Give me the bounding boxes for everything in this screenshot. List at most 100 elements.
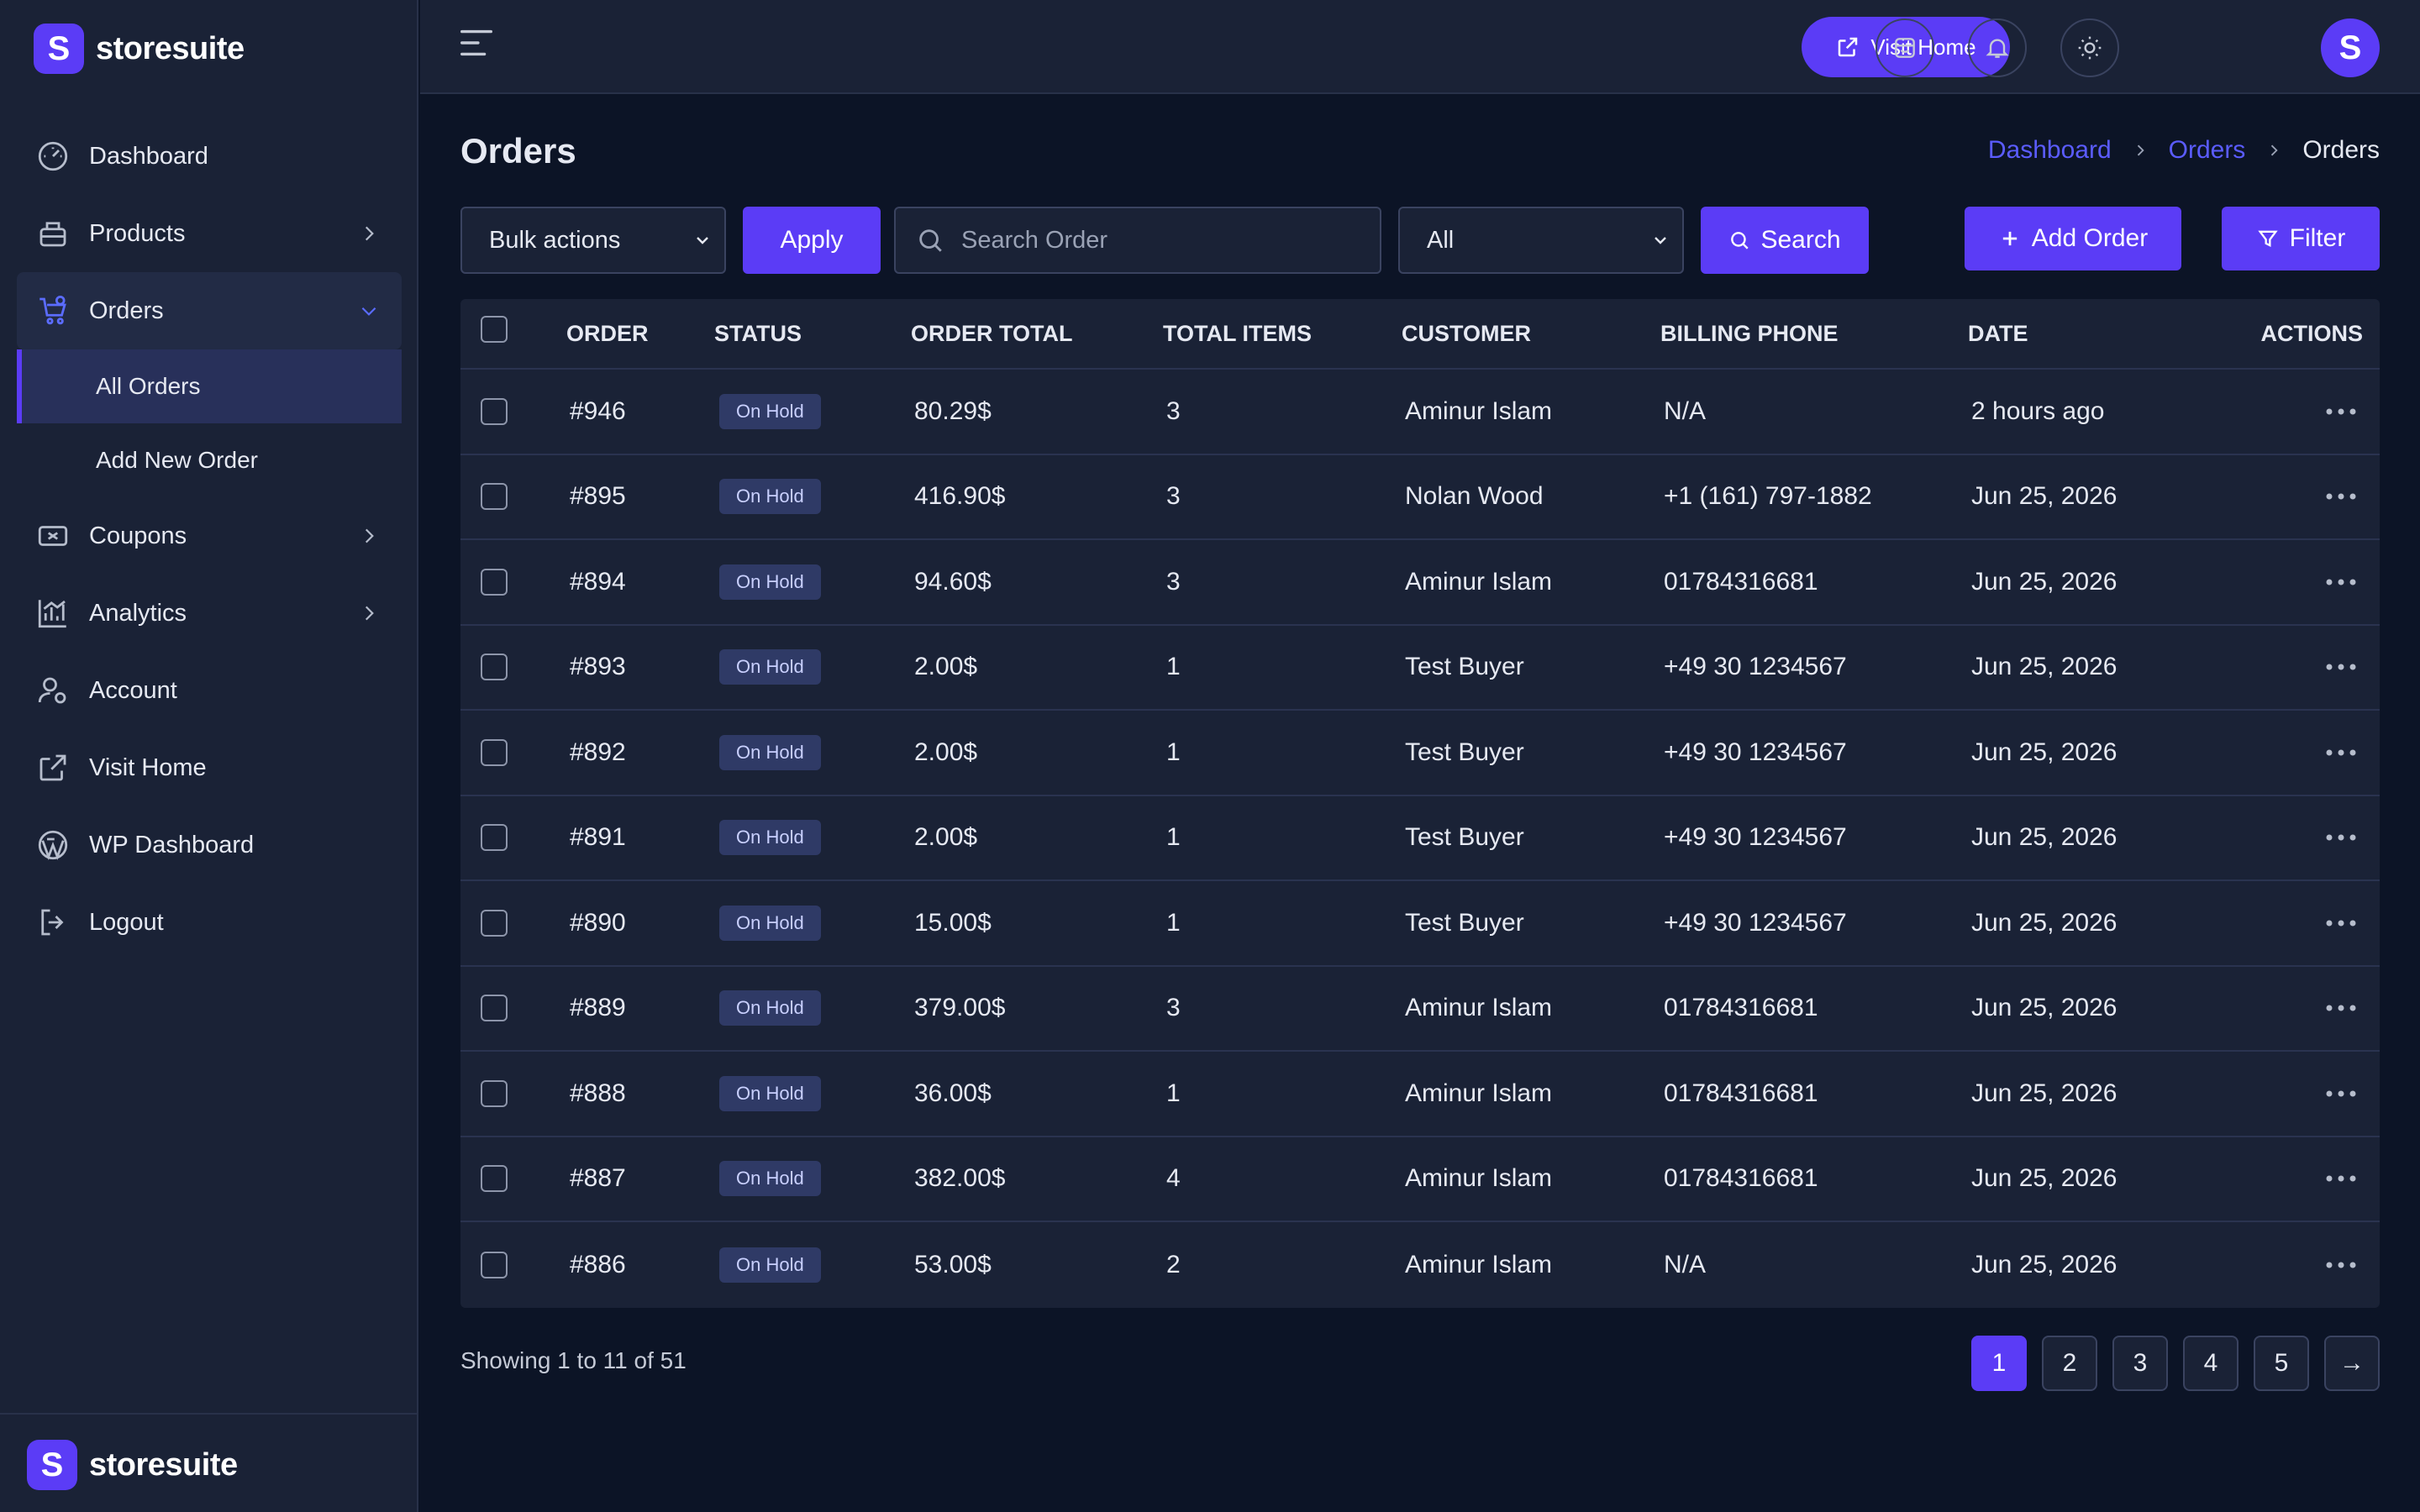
breadcrumb-dashboard[interactable]: Dashboard xyxy=(1987,136,2112,164)
col-customer[interactable]: CUSTOMER xyxy=(1402,320,1532,346)
status-badge: On Hold xyxy=(719,1161,821,1197)
sidebar-subitem-all-orders[interactable]: All Orders xyxy=(17,349,402,423)
search-input[interactable] xyxy=(961,226,1356,255)
more-actions-icon[interactable] xyxy=(2324,1088,2358,1100)
table-row[interactable]: #892 On Hold 2.00$ 1 Test Buyer +49 30 1… xyxy=(460,711,2380,796)
page-button-2[interactable]: 2 xyxy=(2042,1336,2097,1391)
page-button-1[interactable]: 1 xyxy=(1971,1336,2027,1391)
table-row[interactable]: #889 On Hold 379.00$ 3 Aminur Islam 0178… xyxy=(460,967,2380,1052)
more-actions-icon[interactable] xyxy=(2324,491,2358,502)
order-number[interactable]: #946 xyxy=(570,396,626,425)
more-actions-icon[interactable] xyxy=(2324,1173,2358,1184)
table-row[interactable]: #891 On Hold 2.00$ 1 Test Buyer +49 30 1… xyxy=(460,796,2380,881)
next-page-button[interactable]: → xyxy=(2324,1336,2380,1391)
billing-phone: +1 (161) 797-1882 xyxy=(1664,482,1872,511)
search-icon xyxy=(1728,229,1750,251)
col-order-total[interactable]: ORDER TOTAL xyxy=(911,320,1073,346)
billing-phone: +49 30 1234567 xyxy=(1664,738,1847,766)
row-checkbox[interactable] xyxy=(481,909,508,937)
row-checkbox[interactable] xyxy=(481,738,508,766)
breadcrumb-orders[interactable]: Orders xyxy=(2168,136,2246,164)
col-date[interactable]: DATE xyxy=(1968,320,2028,346)
sidebar-item-visit-home[interactable]: Visit Home xyxy=(17,729,402,806)
sidebar-subitem-add-new-order[interactable]: Add New Order xyxy=(17,423,402,497)
order-number[interactable]: #895 xyxy=(570,482,626,511)
col-total-items[interactable]: TOTAL ITEMS xyxy=(1163,320,1313,346)
status-filter-select[interactable]: All xyxy=(1398,207,1684,274)
more-actions-icon[interactable] xyxy=(2324,917,2358,929)
footer-brand-logo[interactable]: S storesuite xyxy=(27,1440,238,1490)
order-number[interactable]: #893 xyxy=(570,653,626,681)
more-actions-icon[interactable] xyxy=(2324,1259,2358,1271)
order-number[interactable]: #891 xyxy=(570,823,626,852)
chevron-right-icon xyxy=(2265,142,2282,159)
search-button[interactable]: Search xyxy=(1701,207,1869,274)
order-number[interactable]: #887 xyxy=(570,1164,626,1193)
order-number[interactable]: #890 xyxy=(570,908,626,937)
order-date: Jun 25, 2026 xyxy=(1971,653,2118,681)
more-actions-icon[interactable] xyxy=(2324,661,2358,673)
table-row[interactable]: #895 On Hold 416.90$ 3 Nolan Wood +1 (16… xyxy=(460,455,2380,540)
row-checkbox[interactable] xyxy=(481,824,508,852)
brand-logo[interactable]: S storesuite xyxy=(34,24,245,74)
store-button[interactable] xyxy=(1876,18,1934,77)
theme-toggle-button[interactable] xyxy=(2060,18,2119,77)
search-icon xyxy=(916,226,944,255)
table-row[interactable]: #886 On Hold 53.00$ 2 Aminur Islam N/A J… xyxy=(460,1222,2380,1308)
apply-button[interactable]: Apply xyxy=(743,207,881,274)
order-number[interactable]: #886 xyxy=(570,1250,626,1278)
menu-toggle-icon[interactable] xyxy=(457,24,496,62)
table-row[interactable]: #888 On Hold 36.00$ 1 Aminur Islam 01784… xyxy=(460,1052,2380,1137)
customer-name: Aminur Islam xyxy=(1405,396,1553,425)
more-actions-icon[interactable] xyxy=(2324,406,2358,417)
row-checkbox[interactable] xyxy=(481,995,508,1022)
table-row[interactable]: #946 On Hold 80.29$ 3 Aminur Islam N/A 2… xyxy=(460,370,2380,455)
more-actions-icon[interactable] xyxy=(2324,576,2358,588)
wordpress-icon xyxy=(35,827,71,863)
page-button-3[interactable]: 3 xyxy=(2112,1336,2168,1391)
customer-name: Test Buyer xyxy=(1405,653,1524,681)
col-status[interactable]: STATUS xyxy=(714,320,802,346)
bulk-actions-select[interactable]: Bulk actions xyxy=(460,207,726,274)
sidebar-item-orders[interactable]: Orders xyxy=(17,272,402,349)
table-row[interactable]: #894 On Hold 94.60$ 3 Aminur Islam 01784… xyxy=(460,540,2380,626)
sidebar-item-analytics[interactable]: Analytics xyxy=(17,575,402,652)
order-number[interactable]: #888 xyxy=(570,1079,626,1107)
sidebar-item-products[interactable]: Products xyxy=(17,195,402,272)
avatar[interactable]: S xyxy=(2321,18,2380,77)
table-row[interactable]: #887 On Hold 382.00$ 4 Aminur Islam 0178… xyxy=(460,1137,2380,1222)
billing-phone: 01784316681 xyxy=(1664,1164,1818,1193)
order-number[interactable]: #889 xyxy=(570,994,626,1022)
order-number[interactable]: #894 xyxy=(570,567,626,596)
more-actions-icon[interactable] xyxy=(2324,747,2358,759)
row-checkbox[interactable] xyxy=(481,483,508,511)
sidebar-item-dashboard[interactable]: Dashboard xyxy=(17,118,402,195)
order-total: 382.00$ xyxy=(914,1164,1006,1193)
notifications-button[interactable] xyxy=(1968,18,2027,77)
row-checkbox[interactable] xyxy=(481,568,508,596)
page-title: Orders xyxy=(460,131,576,171)
total-items: 2 xyxy=(1166,1250,1181,1278)
add-order-button[interactable]: Add Order xyxy=(1965,207,2181,270)
table-row[interactable]: #890 On Hold 15.00$ 1 Test Buyer +49 30 … xyxy=(460,881,2380,967)
more-actions-icon[interactable] xyxy=(2324,1002,2358,1014)
page-button-4[interactable]: 4 xyxy=(2183,1336,2238,1391)
row-checkbox[interactable] xyxy=(481,1079,508,1107)
row-checkbox[interactable] xyxy=(481,654,508,681)
col-billing-phone[interactable]: BILLING PHONE xyxy=(1660,320,1839,346)
sidebar-item-account[interactable]: Account xyxy=(17,652,402,729)
row-checkbox[interactable] xyxy=(481,1251,508,1278)
more-actions-icon[interactable] xyxy=(2324,832,2358,843)
table-row[interactable]: #893 On Hold 2.00$ 1 Test Buyer +49 30 1… xyxy=(460,626,2380,711)
row-checkbox[interactable] xyxy=(481,397,508,425)
filter-button[interactable]: Filter xyxy=(2222,207,2380,270)
order-total: 53.00$ xyxy=(914,1250,992,1278)
sidebar-item-coupons[interactable]: Coupons xyxy=(17,497,402,575)
sidebar-item-logout[interactable]: Logout xyxy=(17,884,402,961)
row-checkbox[interactable] xyxy=(481,1165,508,1193)
select-all-checkbox[interactable] xyxy=(481,316,508,343)
sidebar-item-wp-dashboard[interactable]: WP Dashboard xyxy=(17,806,402,884)
page-button-5[interactable]: 5 xyxy=(2254,1336,2309,1391)
col-order[interactable]: ORDER xyxy=(566,320,649,346)
order-number[interactable]: #892 xyxy=(570,738,626,766)
